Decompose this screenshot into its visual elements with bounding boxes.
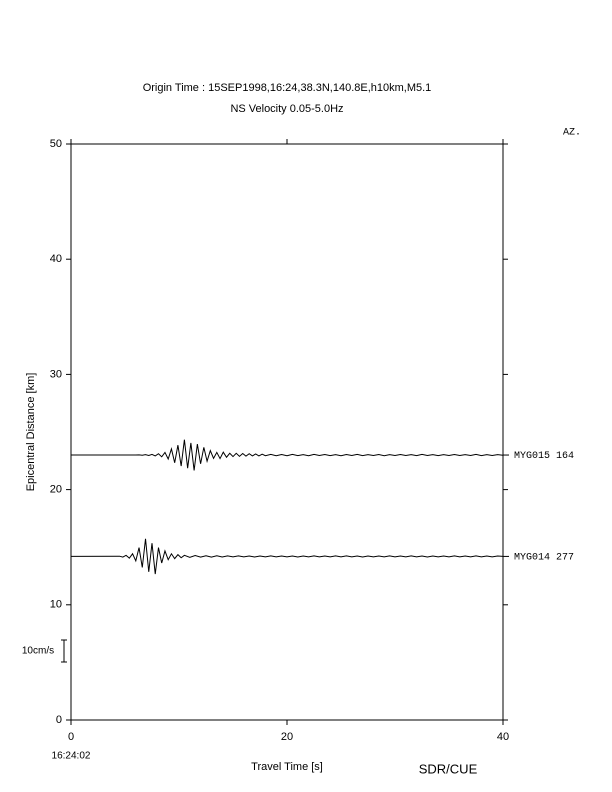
station-azimuth: 164: [556, 451, 574, 462]
chart-title: Origin Time : 15SEP1998,16:24,38.3N,140.…: [143, 82, 432, 94]
x-tick-label: 40: [497, 731, 509, 743]
x-axis-label: Travel Time [s]: [251, 761, 323, 773]
station-label: MYG015 164: [514, 451, 574, 462]
station-name: MYG015: [514, 451, 550, 462]
plot-frame: [70, 143, 504, 721]
y-tick-label: 30: [50, 368, 62, 380]
y-tick-label: 0: [56, 714, 62, 726]
station-name: MYG014: [514, 552, 550, 563]
start-time: 16:24:02: [52, 751, 91, 762]
y-tick-label: 40: [50, 253, 62, 265]
x-tick-label: 0: [68, 731, 74, 743]
azimuth-header: AZ.: [563, 128, 581, 139]
x-tick-label: 20: [281, 731, 293, 743]
waveform: [70, 538, 504, 575]
station-label: MYG014 277: [514, 552, 574, 563]
y-tick-label: 20: [50, 484, 62, 496]
waveform: [71, 439, 504, 471]
y-axis-label: Epicentral Distance [km]: [25, 373, 37, 492]
y-tick-label: 50: [50, 138, 62, 150]
y-tick-label: 10: [50, 599, 62, 611]
credit: SDR/CUE: [419, 761, 478, 776]
station-azimuth: 277: [556, 552, 574, 563]
chart-subtitle: NS Velocity 0.05-5.0Hz: [230, 103, 343, 115]
scale-bar-label: 10cm/s: [22, 646, 54, 657]
